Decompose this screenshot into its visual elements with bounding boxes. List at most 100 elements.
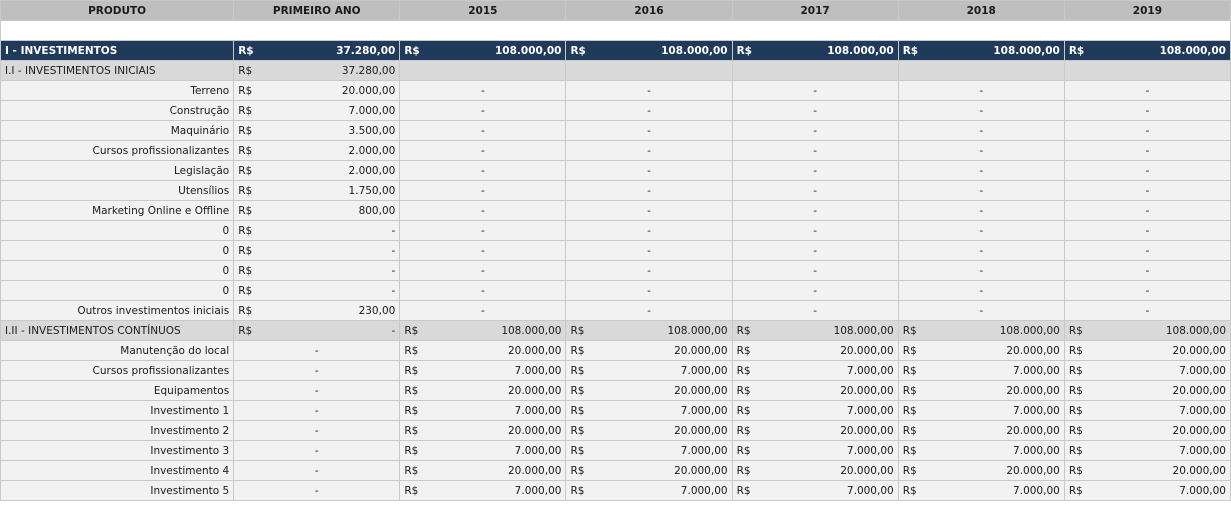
first-year-cell[interactable]: R$ 230,00 [233,300,401,321]
header-cell-primeiro-ano[interactable]: PRIMEIRO ANO [233,0,401,21]
year-cell-2018[interactable]: R$ 7.000,00 [897,360,1065,381]
first-year-cell[interactable]: - [233,360,401,381]
year-cell-2018[interactable]: R$ 7.000,00 [897,480,1065,501]
row-label[interactable]: Investimento 1 [0,400,235,421]
row-label[interactable]: 0 [0,220,235,241]
year-cell-2017[interactable]: - [731,80,899,101]
first-year-cell[interactable]: R$ 800,00 [233,200,401,221]
year-cell-2018[interactable]: - [897,220,1065,241]
year-cell-2015[interactable]: - [399,220,567,241]
year-cell-2018[interactable]: R$ 20.000,00 [897,380,1065,401]
year-cell-2016[interactable]: - [565,140,733,161]
first-year-cell[interactable]: R$ 3.500,00 [233,120,401,141]
header-cell-2018[interactable]: 2018 [897,0,1065,21]
year-cell-2015[interactable]: R$ 20.000,00 [399,420,567,441]
year-cell-2018[interactable]: - [897,100,1065,121]
year-cell-2015[interactable]: - [399,100,567,121]
year-cell-2018[interactable]: - [897,240,1065,261]
year-cell-2019[interactable]: - [1063,260,1231,281]
year-cell-2016[interactable]: R$ 20.000,00 [565,340,733,361]
year-cell-2019[interactable]: R$ 108.000,00 [1063,320,1231,341]
first-year-cell[interactable]: R$ - [233,320,401,341]
row-label[interactable]: I.I - INVESTIMENTOS INICIAIS [0,60,235,81]
first-year-cell[interactable]: - [233,380,401,401]
year-cell-2016[interactable]: R$ 7.000,00 [565,360,733,381]
year-cell-2015[interactable]: R$ 20.000,00 [399,340,567,361]
year-cell-2017[interactable]: - [731,120,899,141]
first-year-cell[interactable]: - [233,340,401,361]
year-cell-2019[interactable]: R$ 20.000,00 [1063,420,1231,441]
year-cell-2015[interactable]: R$ 7.000,00 [399,480,567,501]
year-cell-2018[interactable]: - [897,300,1065,321]
year-cell-2015[interactable]: - [399,80,567,101]
first-year-cell[interactable]: R$ 20.000,00 [233,80,401,101]
year-cell-2019[interactable]: - [1063,160,1231,181]
year-cell-2015[interactable]: R$ 20.000,00 [399,380,567,401]
year-cell-2017[interactable]: R$ 7.000,00 [731,440,899,461]
first-year-cell[interactable]: R$ 2.000,00 [233,160,401,181]
year-cell-2016[interactable]: - [565,280,733,301]
row-label[interactable]: Construção [0,100,235,121]
year-cell-2017[interactable]: - [731,280,899,301]
year-cell-2015[interactable]: - [399,300,567,321]
year-cell-2019[interactable]: R$ 7.000,00 [1063,400,1231,421]
year-cell-2019[interactable]: - [1063,200,1231,221]
year-cell-2016[interactable]: R$ 20.000,00 [565,420,733,441]
year-cell-2016[interactable]: - [565,180,733,201]
year-cell-2019[interactable]: - [1063,100,1231,121]
year-cell-2017[interactable]: - [731,100,899,121]
year-cell-2016[interactable]: - [565,160,733,181]
year-cell-2015[interactable]: - [399,240,567,261]
year-cell-2016[interactable]: - [565,220,733,241]
year-cell-2019[interactable]: - [1063,240,1231,261]
first-year-cell[interactable]: R$ 1.750,00 [233,180,401,201]
row-label[interactable]: I - INVESTIMENTOS [0,40,235,61]
year-cell-2019[interactable]: R$ 20.000,00 [1063,380,1231,401]
year-cell-2017[interactable]: - [731,200,899,221]
year-cell-2019[interactable]: - [1063,280,1231,301]
year-cell-2018[interactable] [897,60,1065,81]
first-year-cell[interactable]: - [233,440,401,461]
first-year-cell[interactable]: R$ - [233,240,401,261]
first-year-cell[interactable]: R$ 2.000,00 [233,140,401,161]
year-cell-2015[interactable]: - [399,280,567,301]
year-cell-2016[interactable]: - [565,120,733,141]
year-cell-2018[interactable]: R$ 108.000,00 [897,320,1065,341]
first-year-cell[interactable]: R$ 37.280,00 [233,60,401,81]
year-cell-2017[interactable]: - [731,180,899,201]
row-label[interactable]: Legislação [0,160,235,181]
year-cell-2016[interactable]: R$ 7.000,00 [565,480,733,501]
year-cell-2015[interactable]: R$ 108.000,00 [399,320,567,341]
year-cell-2017[interactable]: - [731,220,899,241]
row-label[interactable]: Terreno [0,80,235,101]
row-label[interactable]: Investimento 3 [0,440,235,461]
year-cell-2016[interactable]: R$ 20.000,00 [565,460,733,481]
first-year-cell[interactable]: - [233,480,401,501]
year-cell-2018[interactable]: - [897,200,1065,221]
row-label[interactable]: 0 [0,240,235,261]
header-cell-2016[interactable]: 2016 [565,0,733,21]
year-cell-2016[interactable]: - [565,300,733,321]
year-cell-2015[interactable]: R$ 20.000,00 [399,460,567,481]
year-cell-2018[interactable]: R$ 20.000,00 [897,340,1065,361]
year-cell-2018[interactable]: - [897,260,1065,281]
header-cell-2015[interactable]: 2015 [399,0,567,21]
year-cell-2016[interactable]: - [565,260,733,281]
first-year-cell[interactable]: R$ 7.000,00 [233,100,401,121]
year-cell-2018[interactable]: - [897,160,1065,181]
year-cell-2017[interactable]: - [731,260,899,281]
year-cell-2016[interactable]: R$ 7.000,00 [565,440,733,461]
year-cell-2016[interactable]: - [565,100,733,121]
first-year-cell[interactable]: R$ - [233,220,401,241]
year-cell-2015[interactable]: - [399,160,567,181]
year-cell-2017[interactable]: R$ 7.000,00 [731,360,899,381]
year-cell-2019[interactable]: - [1063,140,1231,161]
row-label[interactable]: 0 [0,260,235,281]
first-year-cell[interactable]: R$ - [233,280,401,301]
year-cell-2019[interactable]: R$ 7.000,00 [1063,360,1231,381]
year-cell-2017[interactable]: R$ 108.000,00 [731,40,899,61]
row-label[interactable]: 0 [0,280,235,301]
row-label[interactable]: Investimento 4 [0,460,235,481]
year-cell-2018[interactable]: - [897,80,1065,101]
year-cell-2017[interactable]: - [731,300,899,321]
